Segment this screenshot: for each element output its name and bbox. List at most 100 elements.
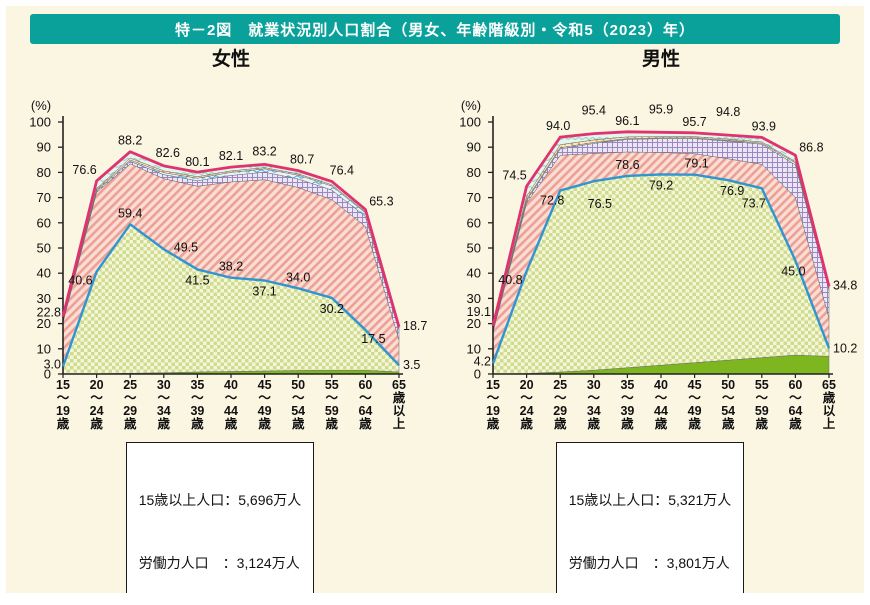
x-category-label: 55 ～ 59 歳 [755,378,769,431]
male-chart: 0 10 20 30 40 50 60 70 80 90 100 15 ～ 19 歳 20 ～ 24 歳 25 ～ 29 歳… [459,98,857,431]
male-population-line: 15歳以上人口：5,321万人 [568,492,732,508]
female-labor_line-label: 80.7 [290,153,314,167]
male-regular_line-label: 4.2 [474,354,491,368]
male-population-box: 15歳以上人口：5,321万人 労働力人口 ：3,801万人 [555,442,745,593]
figure-title: 特－2図 就業状況別人口割合（男女、年齢階級別・令和5（2023）年） [174,21,696,39]
female-regular_line-label: 34.0 [286,270,310,284]
male-labor_line-label: 95.4 [582,104,606,118]
y-tick-label: 90 [467,140,481,155]
y-tick-label: 40 [37,266,51,281]
male-labor_line-label: 74.5 [502,168,526,182]
x-category-label: 35 ～ 39 歳 [190,378,204,431]
y-tick-label: 80 [467,165,481,180]
female-chart-host: 0 10 20 30 40 50 60 70 80 90 100 15 ～ 19 歳 20 ～ 24 歳 25 ～ 29 歳… [7,72,433,436]
female-regular_line-label: 30.2 [320,302,344,316]
y-tick-label: 10 [37,341,51,356]
percent-axis-label: (%) [31,98,51,113]
y-tick-label: 20 [467,316,481,331]
male-regular_line-label: 10.2 [833,341,857,355]
male-regular_line-label: 78.6 [615,158,639,172]
female-chart: 0 10 20 30 40 50 60 70 80 90 100 15 ～ 19 歳 20 ～ 24 歳 25 ～ 29 歳… [29,98,427,431]
y-tick-label: 100 [459,115,481,130]
male-labor_line-label: 86.8 [799,140,823,154]
x-category-label: 25 ～ 29 歳 [553,378,567,431]
y-tick-label: 70 [37,190,51,205]
charts-row: 女性 0 10 20 30 40 50 60 70 80 90 100 15 ～ 19 歳 20 ～ 24 歳 25 ～… [6,48,864,593]
x-category-label: 20 ～ 24 歳 [520,378,534,431]
male-chart-host: 0 10 20 30 40 50 60 70 80 90 100 15 ～ 19 歳 20 ～ 24 歳 25 ～ 29 歳… [437,72,863,436]
x-category-label: 30 ～ 34 歳 [587,378,601,431]
y-tick-label: 80 [37,165,51,180]
female-chart-title: 女性 [211,49,250,70]
x-category-label: 40 ～ 44 歳 [654,378,668,431]
female-labor_line [61,150,401,328]
y-tick-label: 50 [37,241,51,256]
female-regular_line [61,223,400,367]
male-regular_line-label: 79.1 [684,157,708,171]
figure-page: 特－2図 就業状況別人口割合（男女、年齢階級別・令和5（2023）年） 女性 0… [6,6,864,593]
female-regular_line-label: 49.5 [174,240,198,254]
x-category-label: 15 ～ 19 歳 [56,378,70,431]
y-tick-label: 40 [467,266,481,281]
female-regular_line-label: 17.5 [361,332,385,346]
y-tick-label: 60 [37,215,51,230]
female-population-line: 15歳以上人口：5,696万人 [138,492,302,508]
female-labor_line-label: 22.8 [37,306,61,320]
female-labor_line-label: 18.7 [403,319,427,333]
female-regular_line-label: 59.4 [118,206,142,220]
female-labor_line-label: 88.2 [118,134,142,148]
x-category-label: 15 ～ 19 歳 [486,378,500,431]
y-tick-label: 10 [467,341,481,356]
male-labor_line-label: 95.7 [682,115,706,129]
male-labor_line-label: 95.9 [649,102,673,116]
female-labor_line-label: 82.1 [219,149,243,163]
male-regular_line-label: 72.8 [540,194,564,208]
x-category-label: 40 ～ 44 歳 [224,378,238,431]
female-regular_line-label: 40.6 [68,274,92,288]
x-category-label: 30 ～ 34 歳 [157,378,171,431]
y-tick-label: 30 [37,291,51,306]
percent-axis-label: (%) [461,98,481,113]
female-labor_line-label: 83.2 [252,144,276,158]
female-chart-block: 女性 0 10 20 30 40 50 60 70 80 90 100 15 ～ 19 歳 20 ～ 24 歳 25 ～… [7,48,433,593]
male-regular_line-label: 45.0 [781,265,805,279]
x-category-label: 35 ～ 39 歳 [620,378,634,431]
y-tick-label: 50 [467,241,481,256]
female-labor_line-label: 65.3 [369,194,393,208]
female-labor_line-label: 82.6 [156,146,180,160]
male-regular_line-label: 73.7 [742,196,766,210]
male-regular_line [491,173,831,364]
male-regular_line-label: 40.8 [498,273,522,287]
female-labor_line-label: 76.6 [72,163,96,177]
female-regular_line-label: 3.5 [403,358,420,372]
male-labor_line-label: 34.8 [833,278,857,292]
female-laborforce-line: 労働力人口 ：3,124万人 [138,555,300,571]
female-labor_line-label: 76.4 [330,163,354,177]
x-category-label: 45 ～ 49 歳 [688,378,702,431]
x-category-label: 55 ～ 59 歳 [325,378,339,431]
x-category-label: 60 ～ 64 歳 [358,378,372,431]
male-labor_line [491,130,831,327]
male-chart-block: 男性 0 10 20 30 40 50 60 70 80 90 100 15 ～ 19 歳 20 ～ 24 歳 25 ～… [437,48,863,593]
x-category-label: 25 ～ 29 歳 [123,378,137,431]
y-tick-label: 0 [44,367,51,382]
y-tick-label: 100 [29,115,51,130]
female-population-box: 15歳以上人口：5,696万人 労働力人口 ：3,124万人 [125,442,315,593]
female-regular_line-label: 37.1 [252,285,276,299]
y-tick-label: 60 [467,215,481,230]
x-category-label: 50 ～ 54 歳 [721,378,735,431]
y-tick-label: 0 [474,367,481,382]
y-tick-label: 20 [37,316,51,331]
male-regular_line-label: 79.2 [649,178,673,192]
female-regular_line-label: 41.5 [185,273,209,287]
y-tick-label: 90 [37,140,51,155]
figure-title-bar: 特－2図 就業状況別人口割合（男女、年齢階級別・令和5（2023）年） [30,14,840,44]
x-category-label: 65 歳以上 [392,378,406,431]
female-regular_line-label: 3.0 [44,357,61,371]
x-category-label: 50 ～ 54 歳 [291,378,305,431]
male-regular_line-label: 76.9 [720,184,744,198]
male-labor_line-label: 96.1 [615,114,639,128]
male-labor_line-label: 94.8 [716,105,740,119]
y-tick-label: 70 [467,190,481,205]
x-category-label: 20 ～ 24 歳 [90,378,104,431]
